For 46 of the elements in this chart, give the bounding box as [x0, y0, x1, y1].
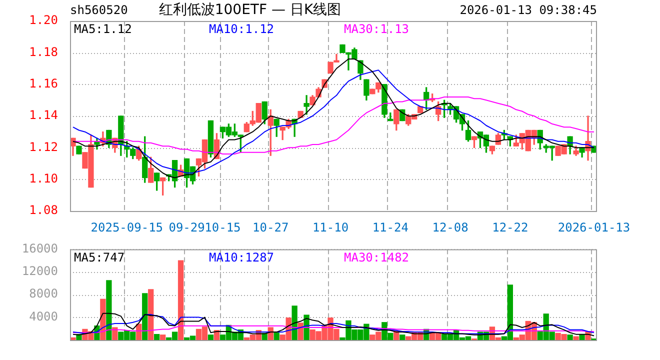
text: MA5:1.12 — [74, 22, 132, 36]
x-tick-label: 12-22 — [492, 220, 528, 234]
bar — [100, 298, 106, 340]
chart-title: 红利低波100ETF — 日K线图 — [158, 1, 342, 19]
y-tick-label: 1.14 — [29, 108, 58, 122]
candlestick — [76, 146, 82, 154]
text: MA30:1.13 — [344, 22, 410, 36]
text: 2026-01-13 09:38:45 — [460, 3, 597, 17]
x-tick-label: 2025-09-15 — [90, 220, 164, 234]
y-tick-label: 1.18 — [29, 44, 58, 59]
text: MA5:747 — [74, 250, 125, 264]
y-tick-label: 8000 — [29, 286, 58, 301]
y-tick-label: 1.12 — [29, 140, 58, 154]
y-tick-label: 1.08 — [29, 203, 58, 218]
x-tick-label: 12-08 — [432, 220, 468, 234]
bar — [579, 334, 585, 340]
bar — [298, 322, 304, 340]
bar — [292, 306, 298, 340]
bar — [268, 327, 274, 340]
text: MA30:1482 — [344, 250, 410, 264]
y-tick-label: 16000 — [22, 241, 58, 256]
bar — [142, 293, 148, 340]
text: MA10:1287 — [209, 250, 274, 264]
text: MA10:1.12 — [209, 22, 274, 36]
x-tick-label: 11-24 — [372, 220, 408, 234]
text: sh560520 — [70, 3, 128, 17]
bar — [148, 289, 154, 340]
bar — [106, 280, 112, 340]
bar — [112, 327, 118, 340]
bar — [567, 334, 573, 340]
y-tick-label: 4000 — [29, 309, 58, 324]
x-tick-label: 10-15 — [204, 220, 241, 234]
bar — [178, 260, 184, 340]
x-tick-label: 10-27 — [252, 220, 289, 234]
y-tick-label: 1.20 — [29, 13, 58, 28]
y-tick-label: 1.10 — [29, 171, 58, 186]
bar — [400, 334, 406, 340]
bar — [208, 334, 214, 340]
x-tick-label: 11-10 — [312, 220, 349, 234]
x-tick-label: 09-29 — [168, 220, 205, 234]
bar — [160, 334, 166, 340]
y-tick-label: 12000 — [22, 264, 58, 278]
y-tick-label: 1.16 — [29, 76, 58, 90]
bar — [154, 334, 160, 340]
bar — [573, 336, 579, 340]
x-tick-label: 2026-01-13 — [558, 220, 630, 234]
